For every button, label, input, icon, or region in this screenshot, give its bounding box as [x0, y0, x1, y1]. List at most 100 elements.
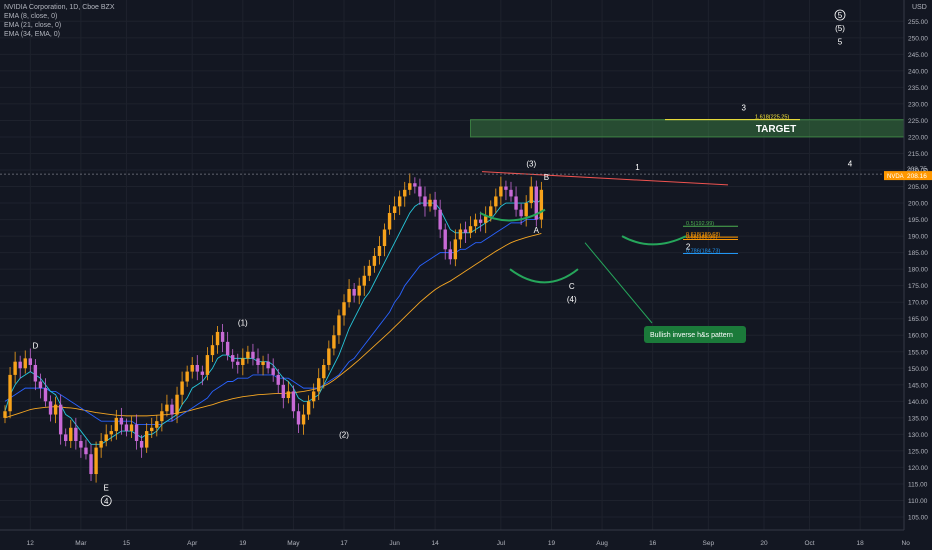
ema21-line: [4, 215, 542, 425]
price-tick-label: 205.00: [908, 184, 928, 191]
wave-label: A: [534, 226, 540, 235]
time-tick-label: 18: [857, 540, 865, 547]
candle-body: [150, 427, 154, 432]
candle-body: [332, 335, 336, 349]
candle-body: [352, 288, 356, 296]
candle-body: [241, 358, 245, 365]
candle-body: [499, 186, 503, 197]
candle-body: [519, 209, 523, 217]
candle-body: [13, 361, 17, 375]
wave-label: E: [104, 484, 109, 493]
candle-body: [423, 196, 427, 207]
wave-circle: [100, 495, 112, 507]
candle-body: [514, 196, 518, 210]
time-tick-label: 14: [431, 540, 439, 547]
candle-body: [296, 411, 301, 425]
candle-body: [484, 216, 488, 223]
wave-label: 3: [742, 104, 747, 113]
time-tick-label: Jul: [497, 540, 506, 547]
candle-body: [69, 427, 73, 441]
candle-body: [387, 212, 392, 230]
candle-body: [453, 239, 458, 260]
candle-body: [458, 229, 463, 240]
price-tick-label: 150.00: [908, 366, 928, 373]
last-price-value: 208.16: [907, 173, 927, 180]
price-tick-label: 220.00: [908, 134, 928, 141]
price-tick-label: 130.00: [908, 432, 928, 439]
right-shoulder-arc: [621, 235, 687, 246]
candle-body: [246, 351, 250, 359]
candle-body: [448, 249, 452, 260]
candle-body: [139, 440, 144, 448]
candle-body: [89, 454, 93, 475]
candle-body: [119, 417, 124, 425]
symbol-tag-label: NVDA: [887, 174, 904, 180]
symbol-tag: [884, 171, 904, 181]
candle-body: [205, 355, 210, 375]
price-tick-label: 190.00: [908, 234, 928, 241]
candle-body: [306, 401, 311, 415]
candle-body: [160, 411, 164, 422]
price-tick-label: 125.00: [908, 448, 928, 455]
time-tick-label: Apr: [187, 540, 198, 547]
time-tick-label: No: [902, 540, 911, 547]
price-axis[interactable]: 105.00 110.00 115.00 120.00 125.00 130.00 135.…: [903, 0, 932, 550]
time-tick-label: Jun: [389, 540, 400, 547]
wave-label: B: [544, 173, 549, 182]
candle-body: [271, 368, 275, 375]
candle-body: [534, 186, 538, 220]
fib-label: 0.786(184.73): [686, 249, 720, 255]
candle-body: [84, 447, 88, 455]
candle-body: [165, 404, 169, 412]
candle-body: [382, 229, 387, 247]
time-tick-label: 20: [760, 540, 768, 547]
price-tick-label: 135.00: [908, 415, 928, 422]
candle-body: [48, 401, 53, 415]
price-tick-label: 115.00: [908, 481, 928, 488]
price-tick-label: 180.00: [908, 267, 928, 274]
candle-body: [190, 364, 194, 372]
fib-label: 0.65(188.96): [686, 235, 717, 241]
wave-label: 5: [838, 37, 843, 46]
time-tick-label: Mar: [75, 540, 87, 547]
candle-body: [155, 421, 159, 428]
price-tick-label: 120.00: [908, 465, 928, 472]
price-tick-label: 250.00: [908, 35, 928, 42]
candle-body: [311, 391, 316, 402]
candle-body: [317, 378, 321, 392]
candle-body: [170, 404, 174, 415]
candle-body: [251, 351, 255, 359]
target-zone: TARGET: [470, 119, 905, 138]
candle-body: [377, 246, 382, 256]
candle-body: [225, 341, 230, 356]
price-tick-label: 240.00: [908, 68, 928, 75]
time-tick-label: 19: [548, 540, 556, 547]
wave-label: 2: [686, 242, 691, 251]
fib-label: 0.5(192.99): [686, 221, 714, 227]
candle-body: [473, 219, 478, 227]
price-tick-label: 235.00: [908, 85, 928, 92]
left-shoulder-arc: [479, 208, 546, 222]
price-tick-label: 165.00: [908, 316, 928, 323]
callout-arrow: [584, 242, 653, 324]
wave-labels: D E 4 (1) (2) (3) B A C (4) 1 2 3 4 5 (5) 5: [32, 9, 853, 507]
candle-body: [468, 226, 473, 233]
candle-body: [144, 431, 149, 448]
candle-body: [33, 364, 38, 382]
candle-body: [64, 434, 68, 441]
price-tick-label: 195.00: [908, 217, 928, 224]
wave-label: (3): [526, 160, 536, 169]
pattern-callout: Bullish inverse h&s pattern: [644, 326, 746, 343]
candle-body: [53, 404, 58, 415]
time-axis[interactable]: 12 Mar 15 Apr 19 May 17 Jun 14 Jul 19 Aug 16 Sep 20 Oct…: [0, 529, 911, 547]
candle-body: [524, 203, 528, 217]
symbol-title: NVIDIA Corporation, 1D, Cboe BZX: [4, 4, 115, 11]
head-arc: [509, 268, 579, 284]
price-tick-label: 245.00: [908, 52, 928, 59]
candle-body: [504, 186, 508, 190]
candle-body: [362, 275, 366, 286]
candle-body: [114, 417, 119, 432]
price-tick-label: 175.00: [908, 283, 928, 290]
candle-body: [418, 186, 422, 197]
